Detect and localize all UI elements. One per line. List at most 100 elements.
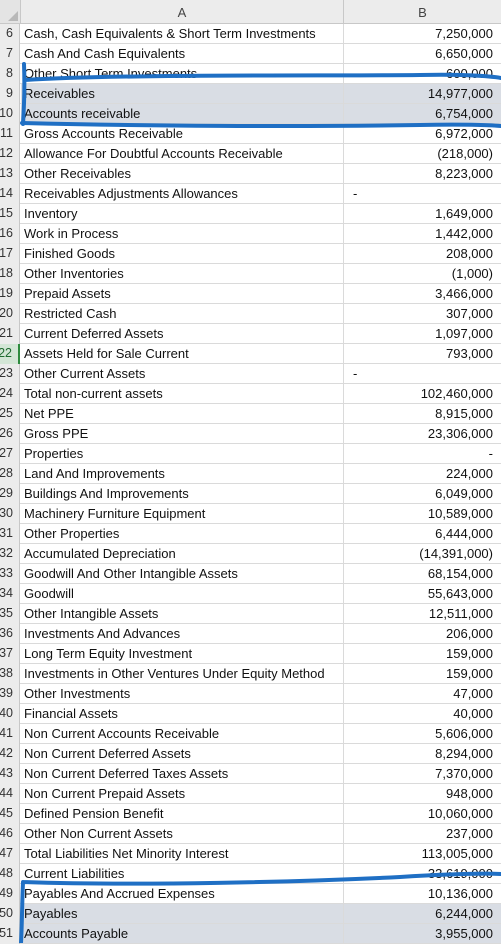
table-row[interactable]: 24 Total non-current assets 102,460,000 (0, 384, 501, 404)
row-number[interactable]: 17 (0, 244, 20, 264)
table-row[interactable]: 45 Defined Pension Benefit 10,060,000 (0, 804, 501, 824)
table-row[interactable]: 22Assets Held for Sale Current 793,000 (0, 344, 501, 364)
cell-label[interactable]: Other Properties (21, 524, 344, 543)
table-row[interactable]: 40 Financial Assets 40,000 (0, 704, 501, 724)
cell-label[interactable]: Goodwill And Other Intangible Assets (21, 564, 344, 583)
row-number[interactable]: 37 (0, 644, 20, 664)
cell-label[interactable]: Total non-current assets (21, 384, 344, 403)
row-number[interactable]: 48 (0, 864, 20, 884)
cell-label[interactable]: Total Liabilities Net Minority Interest (21, 844, 344, 863)
cell-label[interactable]: Financial Assets (21, 704, 344, 723)
cell-label[interactable]: Other Inventories (21, 264, 344, 283)
row-number[interactable]: 41 (0, 724, 20, 744)
cell-label[interactable]: Current Liabilities (21, 864, 344, 883)
table-row[interactable]: 46 Other Non Current Assets 237,000 (0, 824, 501, 844)
cell-value[interactable]: 113,005,000 (421, 846, 493, 861)
row-number[interactable]: 38 (0, 664, 20, 684)
row-number[interactable]: 23 (0, 364, 20, 384)
cell-value[interactable]: 5,606,000 (435, 726, 493, 741)
cell-value[interactable] (344, 184, 501, 203)
row-number[interactable]: 6 (0, 24, 20, 44)
row-number[interactable]: 33 (0, 564, 20, 584)
column-header-a[interactable]: A (21, 0, 344, 23)
column-header-b[interactable]: B (418, 5, 427, 20)
cell-value[interactable]: 224,000 (446, 466, 493, 481)
table-row[interactable]: 26 Gross PPE 23,306,000 (0, 424, 501, 444)
cell-value[interactable]: 3,466,000 (435, 286, 493, 301)
table-row[interactable]: 27 Properties - (0, 444, 501, 464)
row-number[interactable]: 46 (0, 824, 20, 844)
table-row[interactable]: 7 Cash And Cash Equivalents 6,650,000 (0, 44, 501, 64)
row-number[interactable]: 15 (0, 204, 20, 224)
row-number[interactable]: 19 (0, 284, 20, 304)
row-number[interactable]: 29 (0, 484, 20, 504)
cell-value[interactable]: (14,391,000) (419, 546, 493, 561)
row-number[interactable]: 35 (0, 604, 20, 624)
cell-value[interactable]: - (488, 446, 493, 461)
cell-value[interactable]: 206,000 (446, 626, 493, 641)
table-row[interactable]: 51 Accounts Payable 3,955,000 (0, 924, 501, 944)
cell-label[interactable]: Machinery Furniture Equipment (21, 504, 344, 523)
cell-label[interactable]: Other Receivables (21, 164, 344, 183)
cell-value[interactable]: 6,754,000 (344, 104, 501, 123)
cell-label[interactable]: Non Current Accounts Receivable (21, 724, 344, 743)
cell-value[interactable]: 6,972,000 (435, 126, 493, 141)
row-number[interactable]: 47 (0, 844, 20, 864)
cell-value[interactable]: 47,000 (453, 686, 493, 701)
cell-label[interactable]: Long Term Equity Investment (21, 644, 344, 663)
table-row[interactable]: 42 Non Current Deferred Assets 8,294,000 (0, 744, 501, 764)
cell-label[interactable]: Gross PPE (21, 424, 344, 443)
table-row[interactable]: 23 Other Current Assets - (0, 364, 501, 384)
cell-label[interactable]: Accumulated Depreciation (21, 544, 344, 563)
table-row[interactable]: 39 Other Investments 47,000 (0, 684, 501, 704)
cell-label[interactable]: Land And Improvements (21, 464, 344, 483)
table-row[interactable]: 6 Cash, Cash Equivalents & Short Term Inv… (0, 24, 501, 44)
table-row[interactable]: 16 Work in Process 1,442,000 (0, 224, 501, 244)
cell-value[interactable]: 10,589,000 (427, 506, 493, 521)
table-row[interactable]: 49 Payables And Accrued Expenses 10,136,00… (0, 884, 501, 904)
row-number[interactable]: 22 (0, 344, 20, 364)
cell-label[interactable]: Payables (21, 904, 344, 923)
row-number[interactable]: 39 (0, 684, 20, 704)
table-row[interactable]: 44 Non Current Prepaid Assets 948,000 (0, 784, 501, 804)
cell-label[interactable]: Assets Held for Sale Current (21, 344, 344, 363)
table-row[interactable]: 18 Other Inventories (1,000) (0, 264, 501, 284)
table-row[interactable]: 50 Payables 6,244,000 (0, 904, 501, 924)
cell-value[interactable]: 793,000 (446, 346, 493, 361)
cell-label[interactable]: Allowance For Doubtful Accounts Receivab… (21, 144, 344, 163)
cell-value[interactable]: 40,000 (453, 706, 493, 721)
cell-label[interactable]: Investments in Other Ventures Under Equi… (21, 664, 344, 683)
cell-label[interactable]: Finished Goods (21, 244, 344, 263)
table-row[interactable]: 48 Current Liabilities 33,619,000 (0, 864, 501, 884)
cell-label[interactable]: Investments And Advances (21, 624, 344, 643)
table-row[interactable]: 25 Net PPE 8,915,000 (0, 404, 501, 424)
cell-value[interactable] (344, 364, 501, 383)
cell-label[interactable]: Goodwill (21, 584, 344, 603)
table-row[interactable]: 30 Machinery Furniture Equipment 10,589,00… (0, 504, 501, 524)
cell-value[interactable]: 948,000 (446, 786, 493, 801)
row-number[interactable]: 10 (0, 104, 20, 124)
row-number[interactable]: 49 (0, 884, 20, 904)
row-number[interactable]: 11 (0, 124, 20, 144)
cell-value[interactable]: 6,650,000 (435, 46, 493, 61)
cell-value[interactable]: 102,460,000 (420, 386, 493, 401)
table-row[interactable]: 33 Goodwill And Other Intangible Assets 68… (0, 564, 501, 584)
table-row[interactable]: 32 Accumulated Depreciation (14,391,000) (0, 544, 501, 564)
row-number[interactable]: 30 (0, 504, 20, 524)
table-row[interactable]: 17 Finished Goods 208,000 (0, 244, 501, 264)
table-row[interactable]: 31 Other Properties 6,444,000 (0, 524, 501, 544)
cell-label[interactable]: Prepaid Assets (21, 284, 344, 303)
table-row[interactable]: 13 Other Receivables 8,223,000 (0, 164, 501, 184)
table-row[interactable]: 20 Restricted Cash 307,000 (0, 304, 501, 324)
row-number[interactable]: 51 (0, 924, 20, 944)
cell-label[interactable]: Other Current Assets (21, 364, 344, 383)
cell-label[interactable]: Accounts Payable (21, 924, 344, 943)
cell-value[interactable]: 3,955,000 (344, 924, 501, 943)
cell-value[interactable]: 55,643,000 (427, 586, 493, 601)
row-number[interactable]: 24 (0, 384, 20, 404)
cell-label[interactable]: Current Deferred Assets (21, 324, 344, 343)
table-row[interactable]: 35 Other Intangible Assets 12,511,000 (0, 604, 501, 624)
cell-label[interactable]: Accounts receivable (21, 104, 344, 123)
cell-value[interactable]: 14,977,000 (344, 84, 501, 103)
row-number[interactable]: 42 (0, 744, 20, 764)
